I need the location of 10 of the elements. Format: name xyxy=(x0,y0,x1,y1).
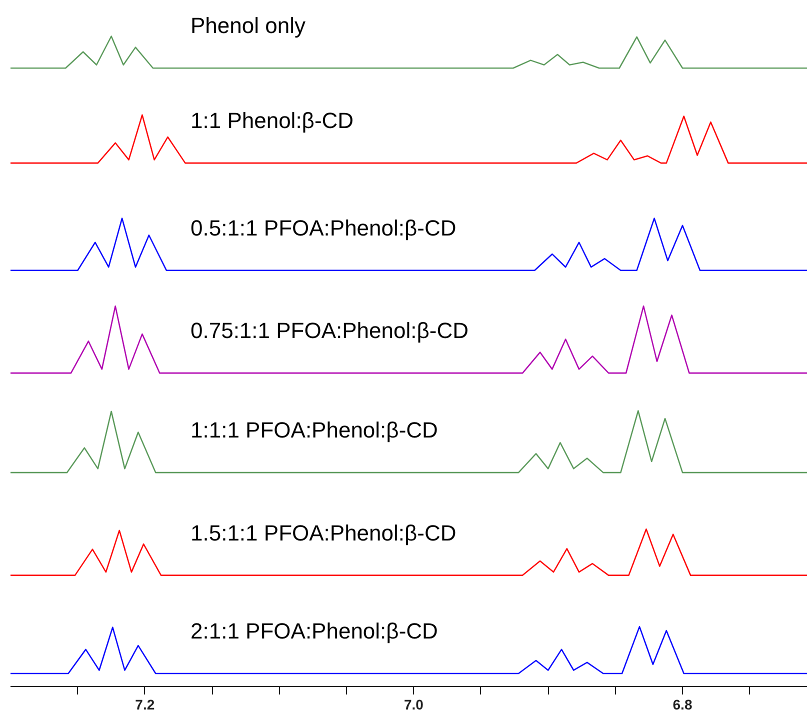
x-tick-label: 7.0 xyxy=(404,696,424,712)
x-tick-label: 6.8 xyxy=(672,696,692,712)
series-label: 1:1 Phenol:β-CD xyxy=(190,108,354,134)
series-label: 1.5:1:1 PFOA:Phenol:β-CD xyxy=(190,520,456,546)
series-label: Phenol only xyxy=(190,13,306,38)
series-label: 1:1:1 PFOA:Phenol:β-CD xyxy=(190,418,438,443)
x-tick-label: 7.2 xyxy=(135,696,155,712)
series-label: 2:1:1 PFOA:Phenol:β-CD xyxy=(190,618,438,644)
series-label: 0.75:1:1 PFOA:Phenol:β-CD xyxy=(190,318,469,344)
series-label: 0.5:1:1 PFOA:Phenol:β-CD xyxy=(190,215,456,240)
